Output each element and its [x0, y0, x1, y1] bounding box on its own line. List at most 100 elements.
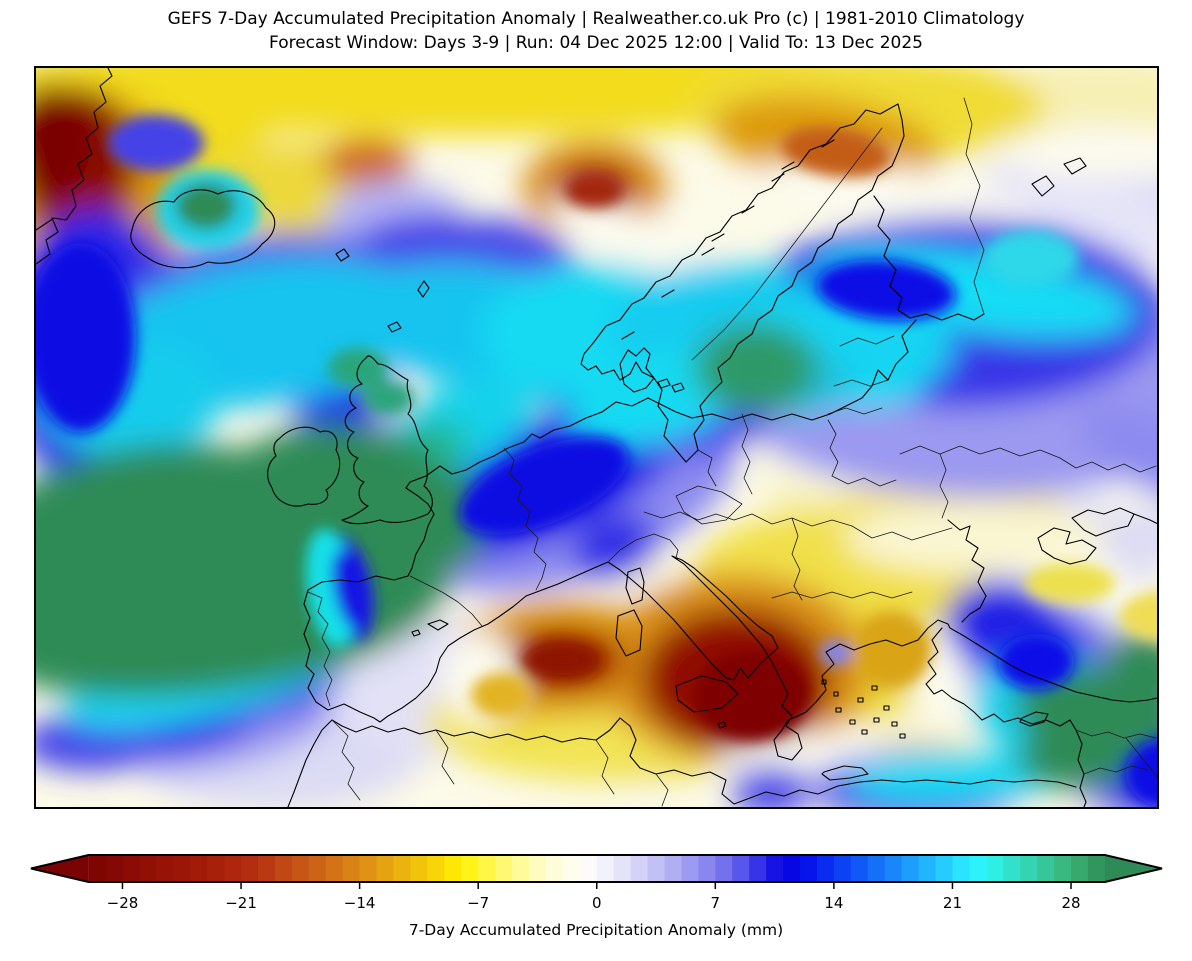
anomaly-blob	[1025, 563, 1115, 603]
coastline	[1019, 711, 1049, 727]
coastline	[947, 519, 987, 623]
anomaly-blob	[1126, 739, 1157, 807]
coastline	[387, 321, 402, 333]
anomaly-blob	[1016, 726, 1136, 790]
coastline	[36, 217, 59, 265]
colorbar-tick-label: 0	[592, 894, 602, 912]
colorbar-outline	[30, 854, 1163, 883]
country-border	[1125, 737, 1157, 778]
colorbar-segment	[749, 855, 767, 882]
colorbar-segment	[122, 855, 141, 882]
colorbar-segment	[766, 855, 784, 882]
coastline	[411, 619, 449, 637]
colorbar-segment	[613, 855, 632, 882]
colorbar-segment	[139, 855, 157, 882]
colorbar-label: 7-Day Accumulated Precipitation Anomaly …	[409, 921, 783, 939]
coastline	[1037, 527, 1097, 565]
anomaly-blob	[572, 515, 660, 581]
country-border	[655, 773, 669, 807]
colorbar-segment	[596, 855, 615, 882]
anomaly-blob	[522, 640, 602, 680]
colorbar-segment	[156, 855, 174, 882]
colorbar-segment	[1037, 855, 1055, 882]
colorbar-segment	[816, 855, 835, 882]
anomaly-blob	[1104, 625, 1157, 721]
colorbar-segment	[257, 855, 276, 882]
anomaly-blob	[846, 503, 1106, 573]
anomaly-blob	[362, 381, 414, 415]
colorbar-segment	[190, 855, 208, 882]
country-border	[331, 719, 361, 801]
page-title: GEFS 7-Day Accumulated Precipitation Ano…	[167, 9, 1025, 29]
country-border	[697, 449, 717, 487]
country-border	[691, 127, 883, 361]
anomaly-field-detail	[36, 115, 1157, 807]
page-subtitle: Forecast Window: Days 3-9 | Run: 04 Dec …	[269, 33, 923, 54]
country-border	[939, 453, 949, 519]
colorbar-segment	[376, 855, 395, 882]
coastline	[130, 189, 276, 269]
colorbar-tick-label: −28	[107, 894, 139, 912]
colorbar-max-arrow	[1104, 855, 1162, 882]
colorbar-tick-label: 21	[943, 894, 962, 912]
colorbar-segment	[173, 855, 191, 882]
colorbar-segment	[952, 855, 970, 882]
colorbar-segment	[867, 855, 886, 882]
colorbar-segment	[1020, 855, 1038, 882]
colorbar-tick-label: −7	[467, 894, 489, 912]
colorbar-segment	[562, 855, 581, 882]
colorbar-segment	[630, 855, 649, 882]
anomaly-blob	[781, 127, 891, 177]
anomaly-blob	[459, 437, 629, 535]
anomaly-blob	[176, 183, 236, 229]
colorbar-segment	[579, 855, 598, 882]
anomaly-blob	[1078, 402, 1157, 514]
colorbar-segment	[393, 855, 412, 882]
colorbar-ticks: −28 −21 −14 −7 0 7 14 21 28	[107, 882, 1081, 912]
colorbar: −28 −21 −14 −7 0 7 14 21 28 7-Day Accumulated Pr…	[0, 845, 1192, 957]
country-border	[771, 591, 913, 599]
anomaly-blob	[371, 511, 481, 575]
anomaly-blob	[729, 766, 813, 807]
colorbar-segment	[1054, 855, 1072, 882]
country-borders	[307, 97, 1157, 807]
coastline	[717, 721, 727, 729]
colorbar-segment	[427, 855, 445, 882]
country-border	[827, 419, 839, 477]
colorbar-segment	[105, 855, 124, 882]
colorbar-segment	[342, 855, 361, 882]
title-block: GEFS 7-Day Accumulated Precipitation Ano…	[0, 7, 1192, 55]
colorbar-segment	[715, 855, 733, 882]
anomaly-blob	[36, 84, 90, 204]
colorbar-segment	[732, 855, 750, 882]
map-canvas	[36, 68, 1157, 807]
colorbar-tick-label: 7	[711, 894, 721, 912]
anomaly-blob	[331, 550, 365, 630]
colorbar-segment	[833, 855, 852, 882]
anomaly-blob	[322, 138, 414, 186]
coastline	[619, 347, 655, 393]
colorbar-segment	[850, 855, 869, 882]
coastline	[1071, 507, 1135, 537]
colorbar-segment	[783, 855, 801, 882]
anomaly-blob	[564, 172, 624, 208]
anomaly-blob	[471, 673, 531, 717]
colorbar-segment	[698, 855, 716, 882]
coastline	[417, 280, 430, 298]
country-border	[435, 729, 455, 785]
colorbar-segment	[1071, 855, 1089, 882]
country-border	[839, 335, 895, 347]
coastline	[625, 567, 645, 605]
colorbar-gradient	[31, 855, 1162, 882]
country-border	[899, 445, 1061, 459]
colorbar-segment	[461, 855, 479, 882]
anomaly-blob	[816, 259, 956, 321]
coastline	[925, 627, 1087, 807]
colorbar-segment	[664, 855, 683, 882]
country-border	[1083, 765, 1149, 775]
colorbar-tick-label: −21	[225, 894, 257, 912]
colorbar-segment	[918, 855, 937, 882]
anomaly-blob	[998, 634, 1074, 690]
colorbar-segment	[512, 855, 530, 882]
